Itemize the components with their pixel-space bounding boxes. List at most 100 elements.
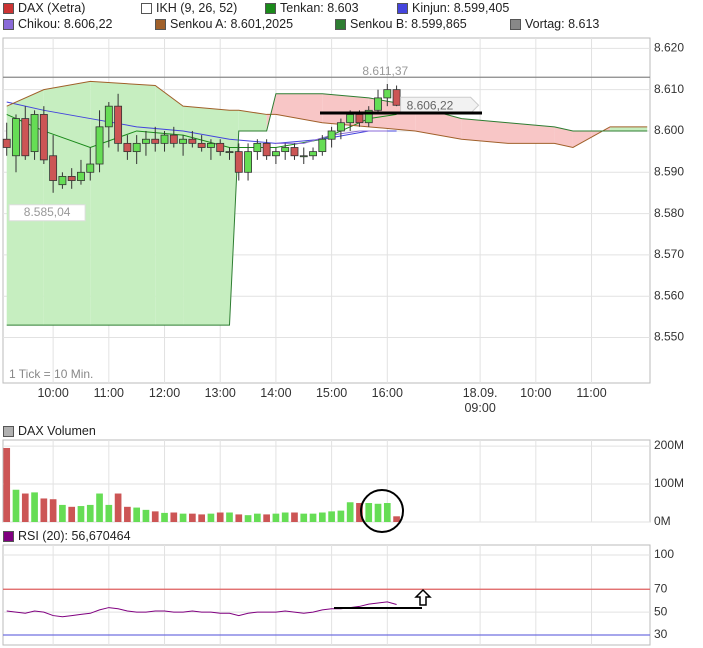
volume-bar <box>281 512 289 522</box>
x-tick-label: 11:00 <box>576 386 607 400</box>
y-tick-label: 50 <box>654 604 668 618</box>
cloud <box>461 118 508 144</box>
candle-body <box>77 171 85 181</box>
candle-body <box>123 142 132 153</box>
cloud <box>155 85 184 326</box>
legend-item: Vortag: 8.613 <box>510 17 599 31</box>
volume-bar <box>383 503 391 522</box>
candle-body <box>244 151 252 173</box>
cloud <box>275 93 323 123</box>
volume-bar <box>198 514 205 522</box>
legend-swatch <box>397 2 408 14</box>
x-tick-label: 14:00 <box>260 386 292 400</box>
legend-item: Senkou A: 8.601,2025 <box>155 17 293 31</box>
candle-body <box>151 138 160 144</box>
rsi-line <box>6 601 397 618</box>
candle-body <box>142 138 150 144</box>
candle-body <box>39 114 48 161</box>
note: 1 Tick = 10 Min. <box>9 367 93 381</box>
volume-bar <box>77 506 85 522</box>
candle-body <box>281 147 290 153</box>
y-tick-label: 8.620 <box>654 41 684 55</box>
candle-body <box>336 122 345 132</box>
candle-body <box>179 138 188 144</box>
legend-swatch <box>335 18 346 30</box>
candle-body <box>197 142 206 148</box>
candle-body <box>2 138 11 148</box>
volume-bar <box>12 489 20 522</box>
volume-bar <box>68 506 76 522</box>
cloud <box>43 81 91 326</box>
x-tick-label: 15:00 <box>315 386 348 400</box>
volume-bar <box>374 503 382 522</box>
indicator-line <box>6 93 648 326</box>
candle-body <box>104 105 113 128</box>
volume-bar <box>309 513 317 522</box>
volume-bar <box>328 511 335 522</box>
legend-label: Chikou: 8.606,22 <box>18 17 113 31</box>
cloud <box>238 110 267 131</box>
candle-body <box>207 142 215 148</box>
x-tick-label: 10:00 <box>37 386 69 400</box>
candle-body <box>114 105 123 144</box>
volume-bar <box>133 507 141 522</box>
candle-body <box>309 151 317 157</box>
y-tick-label: 8.600 <box>654 123 684 137</box>
candle-body <box>327 130 336 140</box>
candle-body <box>216 142 225 153</box>
volume-bar <box>96 493 103 522</box>
y-tick-label: 100 <box>654 547 674 561</box>
candle-body <box>49 155 58 181</box>
legend-label: Tenkan: 8.603 <box>280 1 359 15</box>
candle-body <box>392 89 401 106</box>
y-tick-label: 200M <box>654 438 684 452</box>
volume-bar <box>31 492 38 522</box>
last-label-box <box>400 96 480 114</box>
legend-label: Senkou A: 8.601,2025 <box>170 17 294 31</box>
candle-body <box>271 151 280 157</box>
legend-swatch <box>3 2 14 14</box>
volume-bar <box>337 510 345 522</box>
volume-bar <box>207 513 215 522</box>
candle-body <box>225 151 234 154</box>
legend-swatch <box>3 530 14 542</box>
panel-title: DAX Volumen <box>3 424 96 438</box>
candle-body <box>86 163 95 173</box>
last-label: 8.606,22 <box>407 98 454 112</box>
volume-bar <box>86 504 94 522</box>
volume-bar <box>235 514 243 522</box>
candle-body <box>318 138 327 153</box>
volume-bar <box>151 511 159 522</box>
volume-bar <box>244 515 252 522</box>
y-tick-label: 30 <box>654 627 668 641</box>
volume-bar <box>170 512 178 522</box>
low-label-box <box>8 204 86 222</box>
legend-swatch <box>3 425 14 437</box>
candle-body <box>169 134 178 144</box>
legend-swatch <box>141 2 152 14</box>
candle-body <box>30 114 39 153</box>
volume-bar <box>393 516 400 522</box>
volume-bar <box>216 512 224 522</box>
legend-label: IKH (9, 26, 52) <box>156 1 238 15</box>
candle-body <box>299 155 308 158</box>
y-tick-label: 8.590 <box>654 164 684 178</box>
legend-swatch <box>265 2 276 14</box>
volume-bar <box>300 513 308 522</box>
legend: DAX (Xetra) IKH (9, 26, 52) Tenkan: 8.603 K… <box>0 0 703 36</box>
y-tick-label: 100M <box>654 476 684 490</box>
legend-item: IKH (9, 26, 52) <box>141 1 237 15</box>
volume-bar <box>346 502 354 522</box>
y-tick-label: 0M <box>654 514 671 528</box>
legend-item: Senkou B: 8.599,865 <box>335 17 467 31</box>
y-tick-label: 8.580 <box>654 206 684 220</box>
volume-bar <box>105 504 113 522</box>
volume-bar <box>49 499 57 522</box>
legend-item: Chikou: 8.606,22 <box>3 17 113 31</box>
cloud <box>507 122 555 144</box>
volume-bar <box>263 514 270 522</box>
volume-bar <box>291 512 298 522</box>
x-tick-label: 18.09. 09:00 <box>462 386 498 415</box>
panel-title: RSI (20): 56,670464 <box>3 529 131 543</box>
